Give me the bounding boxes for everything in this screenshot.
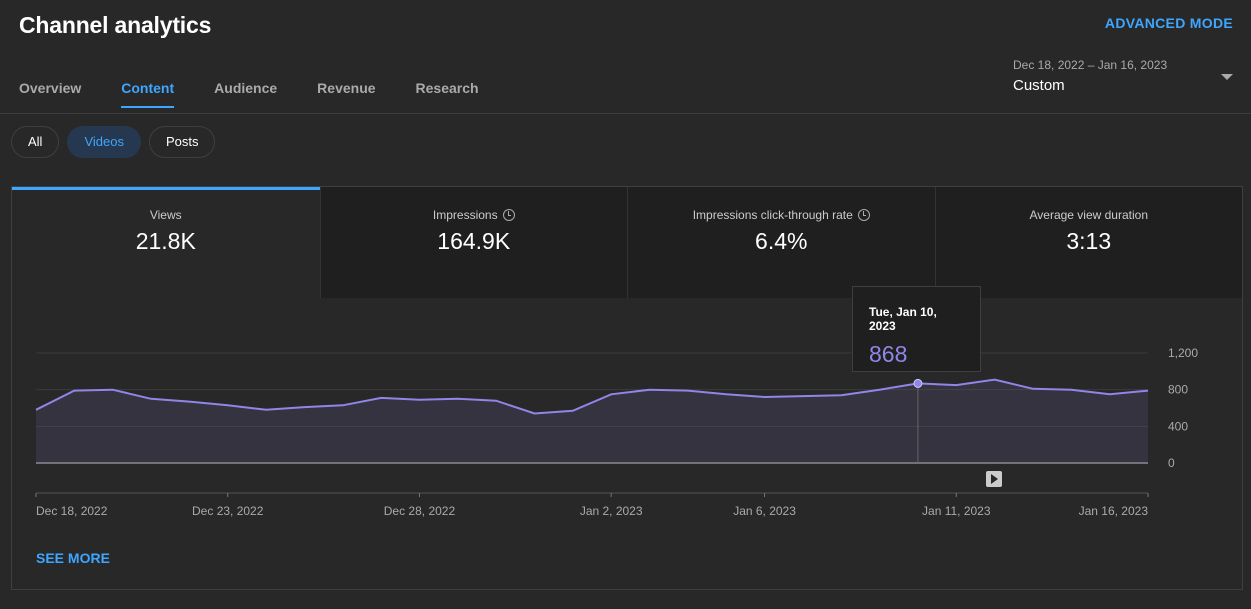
tab-content[interactable]: Content — [121, 80, 174, 108]
y-tick-label: 800 — [1168, 383, 1188, 397]
tooltip-date: Tue, Jan 10, 2023 — [869, 305, 937, 333]
metric-value: 6.4% — [755, 228, 808, 254]
tab-research[interactable]: Research — [415, 80, 479, 96]
x-tick-label: Dec 28, 2022 — [384, 504, 456, 518]
date-range-picker[interactable]: Dec 18, 2022 – Jan 16, 2023 Custom — [1013, 58, 1167, 94]
x-tick-label: Dec 18, 2022 — [36, 504, 108, 518]
y-tick-label: 400 — [1168, 419, 1188, 433]
filter-chip-all[interactable]: All — [11, 126, 60, 158]
see-more-link[interactable]: SEE MORE — [36, 550, 110, 566]
series-line — [35, 378, 1149, 415]
x-tick-label: Dec 23, 2022 — [192, 504, 264, 518]
metric-cards: Views 21.8K Impressions 164.9K Impressio… — [12, 187, 1242, 298]
dropdown-caret-icon[interactable] — [1221, 74, 1233, 80]
metric-impressions[interactable]: Impressions 164.9K — [319, 187, 627, 298]
x-tick-label: Jan 2, 2023 — [580, 504, 643, 518]
chart-tooltip: Tue, Jan 10, 2023 868 — [852, 286, 981, 372]
metric-value: 164.9K — [437, 228, 511, 254]
x-tick-label: Jan 11, 2023 — [922, 504, 991, 518]
metric-views[interactable]: Views 21.8K — [12, 187, 320, 298]
metric-label: Average view duration — [1029, 208, 1149, 222]
filter-chip-videos[interactable]: Videos — [67, 126, 141, 158]
metric-label: Impressions click-through rate — [692, 208, 853, 222]
y-tick-label: 1,200 — [1168, 346, 1198, 360]
date-range-label: Custom — [1013, 77, 1065, 94]
play-icon[interactable] — [986, 471, 1002, 487]
metric-avg-view-duration[interactable]: Average view duration 3:13 — [934, 187, 1242, 298]
advanced-mode-link[interactable]: ADVANCED MODE — [1104, 15, 1233, 31]
x-tick-label: Jan 16, 2023 — [1079, 504, 1149, 518]
analytics-card: Views 21.8K Impressions 164.9K Impressio… — [11, 186, 1243, 590]
metric-value: 3:13 — [1066, 228, 1112, 254]
y-tick-label: 0 — [1168, 456, 1175, 470]
page-title: Channel analytics — [19, 12, 212, 38]
metric-label: Views — [149, 208, 182, 222]
hover-point — [913, 378, 923, 388]
tab-revenue[interactable]: Revenue — [317, 80, 376, 96]
metric-label: Impressions — [432, 208, 498, 222]
header-divider — [0, 113, 1251, 114]
filter-chip-posts[interactable]: Posts — [148, 126, 216, 158]
date-range-dates: Dec 18, 2022 – Jan 16, 2023 — [1013, 58, 1168, 72]
clock-icon — [502, 209, 515, 221]
content-filter-chips: All Videos Posts — [11, 126, 223, 158]
tab-audience[interactable]: Audience — [214, 80, 278, 96]
x-tick-label: Jan 6, 2023 — [733, 504, 796, 518]
metric-value: 21.8K — [135, 228, 196, 254]
metric-ctr[interactable]: Impressions click-through rate 6.4% — [627, 187, 935, 298]
analytics-tabs: Overview Content Audience Revenue Resear… — [19, 80, 519, 108]
tab-overview[interactable]: Overview — [19, 80, 82, 96]
clock-icon — [857, 209, 870, 221]
tooltip-value: 868 — [869, 341, 908, 367]
series-area — [36, 379, 1148, 463]
